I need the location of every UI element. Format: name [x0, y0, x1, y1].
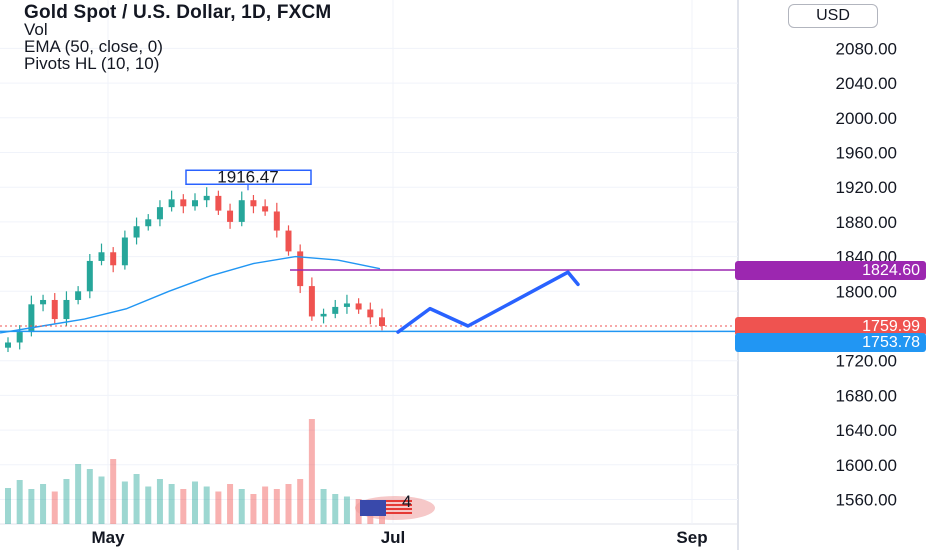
ema-line — [0, 255, 381, 334]
candle-body — [16, 332, 23, 343]
support-price-tag: 1753.78 — [735, 333, 926, 352]
candle-body — [332, 306, 339, 314]
symbol-title[interactable]: Gold Spot / U.S. Dollar, 1D, FXCM — [24, 2, 332, 23]
candle-body — [367, 309, 374, 318]
y-tick-label: 1680.00 — [836, 386, 897, 405]
volume-bar — [75, 464, 82, 524]
candle-body — [320, 313, 327, 317]
volume-bar — [343, 496, 350, 524]
volume-bar — [110, 459, 117, 524]
candle-body — [343, 303, 350, 307]
target-price-tag: 1824.60 — [735, 261, 926, 280]
volume-bar — [40, 484, 47, 524]
volume-bar — [145, 486, 152, 524]
last-price-tag: 1759.99 — [735, 317, 926, 336]
projection-path — [396, 270, 580, 334]
volume-bar — [250, 494, 257, 524]
candle-body — [63, 299, 70, 320]
candle-body — [145, 219, 152, 227]
candle-body — [5, 342, 11, 348]
volume-bar — [227, 484, 234, 524]
volume-bar — [28, 489, 35, 524]
flag-stripe — [386, 504, 412, 506]
y-tick-label: 1640.00 — [836, 421, 897, 440]
candle-body — [180, 199, 187, 207]
candle-body — [86, 260, 93, 292]
candle-body — [121, 237, 128, 266]
candle-body — [75, 291, 82, 300]
flag-canton — [360, 500, 386, 516]
volume-bar — [168, 484, 175, 524]
candle-body — [297, 251, 304, 287]
volume-bar — [180, 489, 187, 524]
candle-body — [168, 199, 175, 208]
candle-body — [273, 211, 280, 231]
candle-body — [262, 206, 269, 212]
candle-body — [379, 317, 385, 326]
candle-body — [355, 303, 362, 310]
chart-legend: Gold Spot / U.S. Dollar, 1D, FXCM Vol EM… — [24, 2, 332, 73]
indicator-ema[interactable]: EMA (50, close, 0) — [24, 37, 163, 56]
candle-body — [110, 252, 117, 266]
y-tick-label: 1720.00 — [836, 352, 897, 371]
volume-bar — [98, 476, 105, 524]
y-tick-label: 2000.00 — [836, 109, 897, 128]
volume-bar — [332, 494, 339, 524]
volume-bar — [51, 491, 58, 524]
y-tick-label: 1960.00 — [836, 144, 897, 163]
y-tick-label: 1920.00 — [836, 178, 897, 197]
candle-body — [308, 286, 315, 317]
volume-bar — [86, 469, 93, 524]
volume-bar — [238, 489, 245, 524]
y-tick-label: 2040.00 — [836, 74, 897, 93]
volume-bar — [192, 481, 198, 524]
candle-body — [133, 226, 140, 238]
volume-bar — [203, 486, 210, 524]
candle-body — [203, 195, 210, 201]
flag-stripe — [386, 500, 412, 502]
volume-bar — [121, 481, 128, 524]
y-tick-label: 1600.00 — [836, 456, 897, 475]
volume-badge: 4 — [402, 492, 411, 511]
volume-bar — [320, 489, 327, 524]
candle-body — [192, 200, 198, 207]
us-flag-icon — [355, 496, 435, 520]
volume-bar — [273, 489, 280, 524]
volume-bar — [262, 486, 269, 524]
candle-body — [250, 200, 257, 207]
flag-stripe — [386, 512, 412, 514]
volume-bar — [297, 479, 304, 524]
candle-body — [28, 304, 35, 333]
volume-bar — [215, 491, 222, 524]
volume-bar — [16, 480, 23, 524]
x-tick-label: May — [91, 528, 125, 547]
volume-bar — [285, 484, 292, 524]
candle-body — [215, 195, 222, 211]
candle-body — [285, 230, 292, 252]
volume-bar — [308, 419, 315, 524]
candle-body — [238, 200, 245, 222]
candle-body — [227, 210, 234, 222]
candle-body — [98, 252, 105, 261]
pivot-high-label: 1916.47 — [217, 167, 278, 186]
volume-bar — [133, 474, 140, 524]
volume-bar — [156, 479, 163, 524]
x-tick-label: Sep — [676, 528, 707, 547]
volume-bar — [63, 479, 70, 524]
y-tick-label: 1560.00 — [836, 491, 897, 510]
indicator-vol[interactable]: Vol — [24, 20, 48, 39]
flag-stripe — [386, 508, 412, 510]
candle-body — [40, 299, 47, 305]
candle-body — [51, 299, 58, 320]
currency-button[interactable]: USD — [788, 4, 878, 28]
y-tick-label: 2080.00 — [836, 39, 897, 58]
volume-bar — [5, 488, 11, 524]
y-tick-label: 1880.00 — [836, 213, 897, 232]
indicator-pivots[interactable]: Pivots HL (10, 10) — [24, 54, 160, 73]
candle-body — [156, 207, 163, 220]
y-tick-label: 1800.00 — [836, 282, 897, 301]
x-tick-label: Jul — [381, 528, 406, 547]
